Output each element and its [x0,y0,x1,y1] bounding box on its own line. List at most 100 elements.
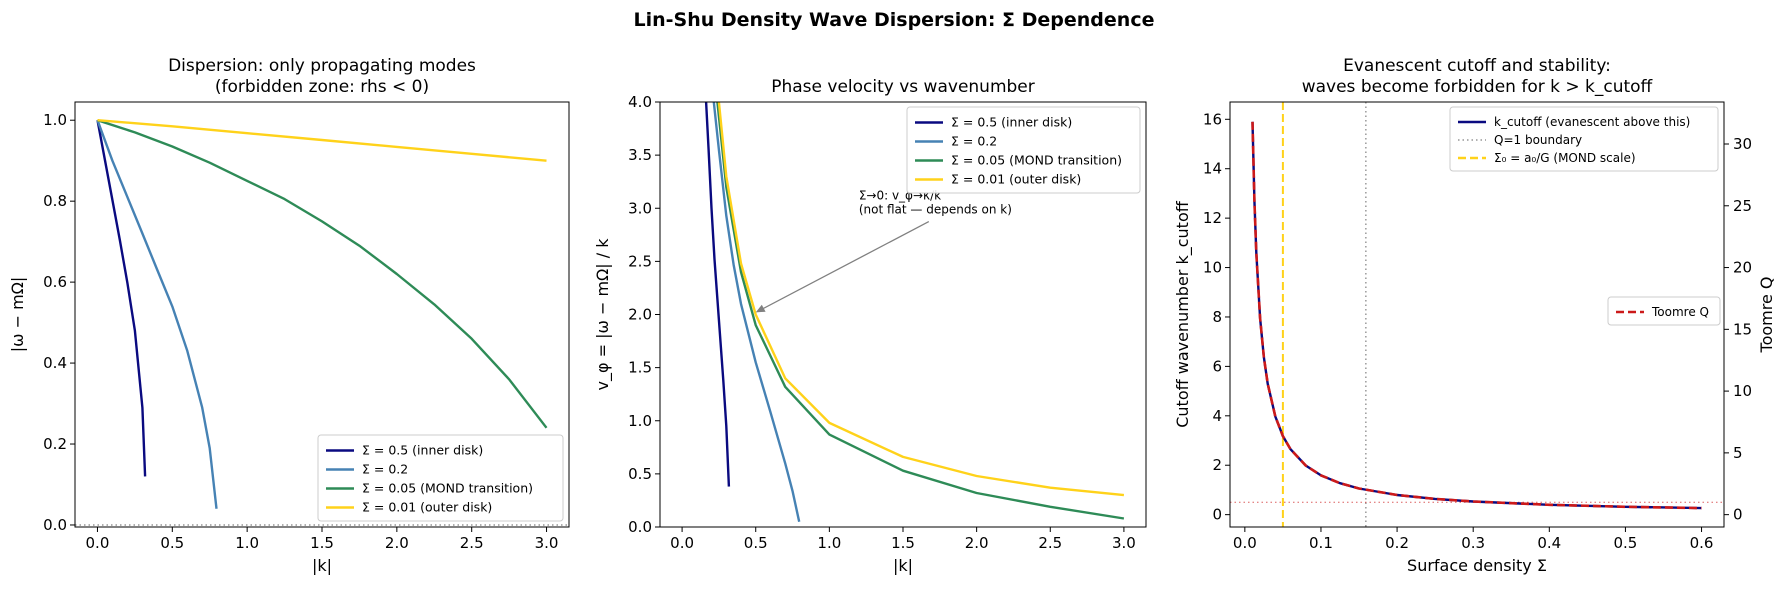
y-right-tick-label: 20 [1733,259,1752,277]
legend-label: k_cutoff (evanescent above this) [1494,115,1690,129]
x-tick-label: 0.1 [1309,534,1333,552]
legend-label: Σ = 0.05 (MOND transition) [951,153,1122,168]
y-right-tick-label: 25 [1733,197,1752,215]
legend-label: Toomre Q [1651,305,1709,319]
y-tick-label: 1.0 [628,412,652,430]
panel-title: Evanescent cutoff and stability: [1343,56,1611,76]
y-tick-label: 3.0 [628,199,652,217]
y-tick-label: 4 [1212,407,1222,425]
legend-label: Σ = 0.01 (outer disk) [951,172,1081,187]
y-right-tick-label: 30 [1733,135,1752,153]
y-axis-label: |ω − mΩ| [8,277,27,353]
legend-label: Σ = 0.5 (inner disk) [951,115,1072,130]
series-line [716,102,1125,520]
legend-frame [317,434,564,522]
x-tick-label: 0.5 [160,534,184,552]
x-tick-label: 2.5 [1038,534,1062,552]
x-tick-label: 0.3 [1461,534,1485,552]
panel-title: Phase velocity vs wavenumber [771,77,1035,97]
y-tick-label: 2.0 [628,306,652,324]
y-right-tick-label: 10 [1733,382,1752,400]
y-tick-label: 0 [1212,506,1222,524]
y-tick-label: 4.0 [628,93,652,111]
legend: k_cutoff (evanescent above this) Q=1 boun… [1449,106,1719,172]
x-axis-label: |k| [312,556,332,575]
series-line [1251,121,1702,510]
dispersion-panel: Dispersion: only propagating modes(forbi… [8,56,570,575]
y-axis-label: Cutoff wavenumber k_cutoff [1173,200,1193,427]
legend-label: Σ = 0.2 [362,462,408,477]
cutoff-panel: Evanescent cutoff and stability:waves be… [1173,56,1776,575]
x-tick-label: 1.0 [817,534,841,552]
y-right-tick-label: 15 [1733,320,1752,338]
series-line [97,119,547,162]
x-axis-label: Surface density Σ [1407,556,1547,575]
legend-frame [1449,106,1719,172]
y-tick-label: 0.6 [43,273,67,291]
x-tick-label: 3.0 [1112,534,1136,552]
y-tick-label: 12 [1203,209,1222,227]
y-tick-label: 14 [1203,160,1222,178]
x-tick-label: 0.0 [1233,534,1257,552]
y-tick-label: 0.8 [43,192,67,210]
y-tick-label: 0.0 [628,518,652,536]
x-axis-label: |k| [893,556,913,575]
legend: Σ = 0.5 (inner disk) Σ = 0.2 Σ = 0.05 (MON… [906,106,1141,194]
legend-frame [906,106,1141,194]
legend-label: Σ = 0.01 (outer disk) [362,500,492,515]
legend-label: Σ = 0.2 [951,134,997,149]
x-tick-label: 1.5 [891,534,915,552]
y-tick-label: 2 [1212,456,1222,474]
y-right-tick-label: 5 [1733,444,1743,462]
legend-label: Σ = 0.05 (MOND transition) [362,481,533,496]
y-axis-label: v_φ = |ω − mΩ| / k [593,238,613,391]
series-line [704,102,731,487]
series-line [96,119,218,509]
y-tick-label: 16 [1203,110,1222,128]
y-tick-label: 10 [1203,259,1222,277]
plot-area [75,119,569,526]
y-tick-label: 3.5 [628,146,652,164]
y-tick-label: 8 [1212,308,1222,326]
y-right-axis-label: Toomre Q [1757,277,1776,354]
x-tick-label: 1.0 [235,534,259,552]
annotation-arrow-head [755,304,766,313]
y-tick-label: 0.0 [43,516,67,534]
series-line [712,102,801,522]
series-line [717,102,1125,497]
x-tick-label: 2.0 [385,534,409,552]
axes-frame [1229,101,1725,528]
x-tick-label: 0.0 [670,534,694,552]
x-tick-label: 3.0 [535,534,559,552]
x-tick-label: 0.4 [1537,534,1561,552]
y-tick-label: 0.2 [43,435,67,453]
panel-title: waves become forbidden for k > k_cutoff [1302,77,1654,97]
panel-title: (forbidden zone: rhs < 0) [215,77,429,97]
annotation-text: (not flat — depends on k) [859,203,1012,217]
legend-label: Q=1 boundary [1494,133,1582,147]
plot-area [704,102,1125,522]
legend: Σ = 0.5 (inner disk) Σ = 0.2 Σ = 0.05 (MON… [317,434,564,522]
legend-frame [1607,296,1721,326]
y-tick-label: 0.4 [43,354,67,372]
x-tick-label: 0.5 [1613,534,1637,552]
panel-title: Dispersion: only propagating modes [168,56,476,76]
legend: Toomre Q [1607,296,1721,326]
x-tick-label: 0.2 [1385,534,1409,552]
x-tick-label: 1.5 [310,534,334,552]
figure-suptitle: Lin-Shu Density Wave Dispersion: Σ Depen… [634,9,1155,31]
x-tick-label: 0.5 [744,534,768,552]
y-tick-label: 0.5 [628,465,652,483]
x-tick-label: 2.5 [460,534,484,552]
y-tick-label: 2.5 [628,252,652,270]
plot-area [1230,102,1724,527]
series-line [96,119,147,477]
series-line [97,119,548,429]
y-tick-label: 1.5 [628,359,652,377]
x-tick-label: 0.0 [86,534,110,552]
y-right-tick-label: 0 [1733,506,1743,524]
x-tick-label: 2.0 [965,534,989,552]
y-tick-label: 6 [1212,357,1222,375]
phase-velocity-panel: Phase velocity vs wavenumber 0.0 0.5 1.0 1.5… [593,77,1147,575]
